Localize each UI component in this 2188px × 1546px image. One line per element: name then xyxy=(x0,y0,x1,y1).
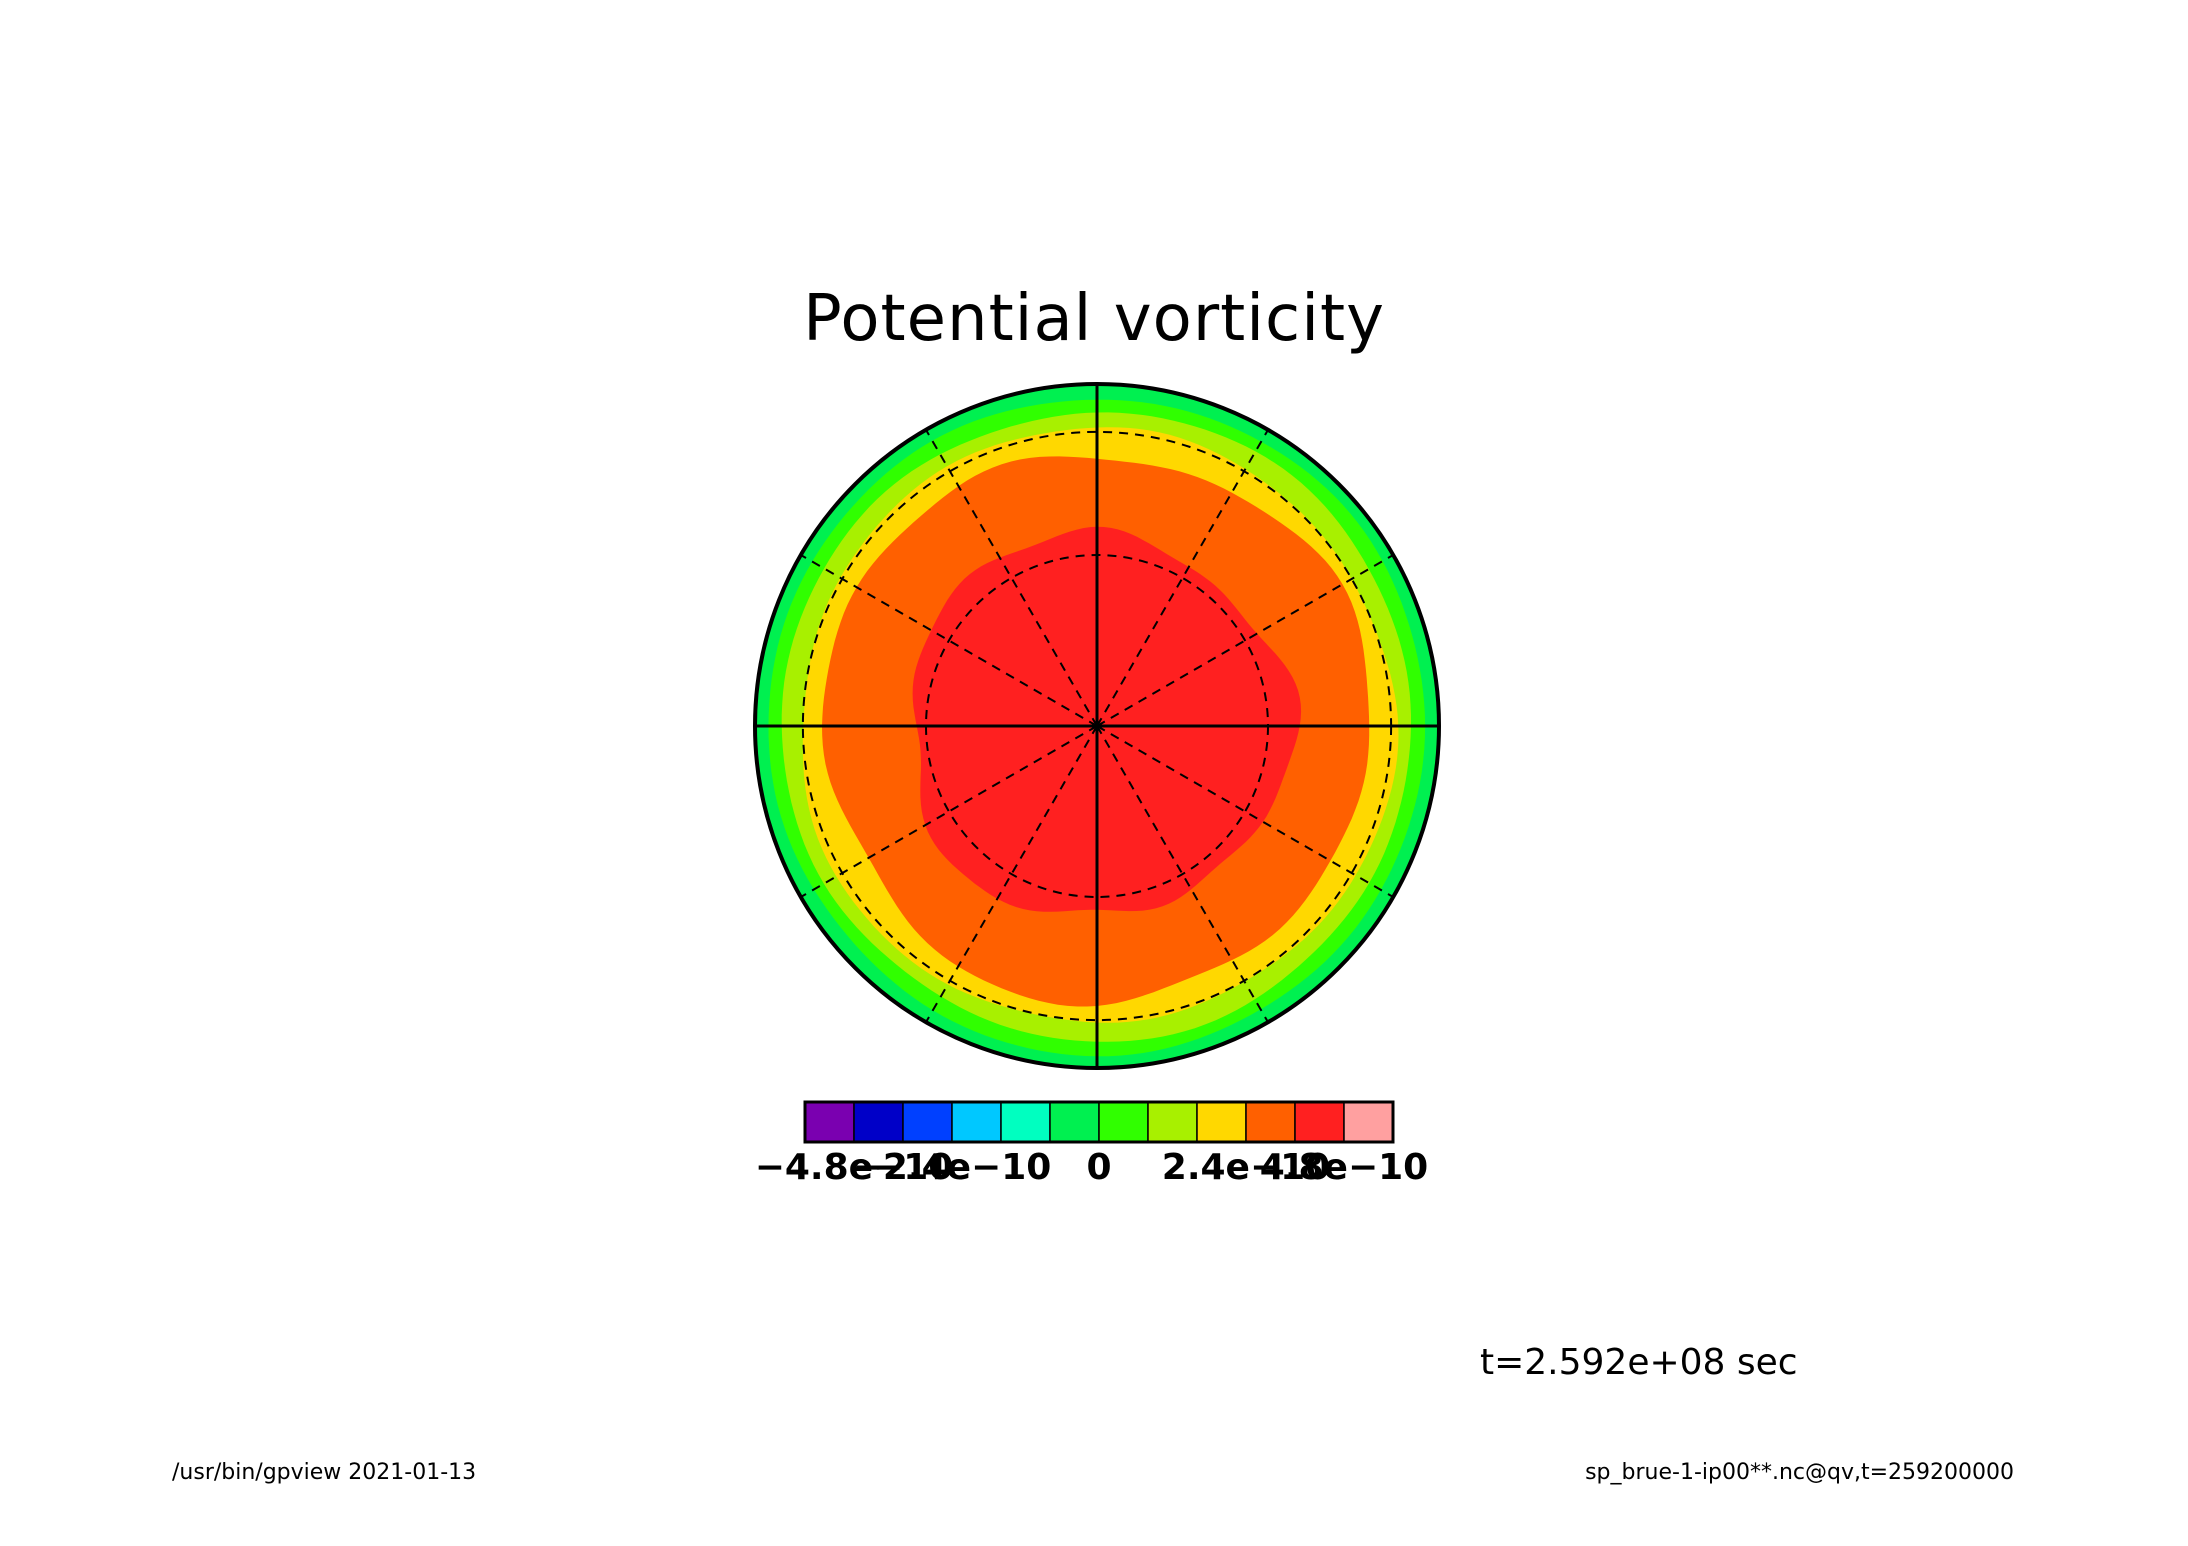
meridian-300 xyxy=(1096,429,1269,727)
colorbar-tick-label: −4.8e−10 xyxy=(754,1147,954,1188)
plot-boundary xyxy=(753,382,1441,1070)
colorbar-swatch-11 xyxy=(1343,1101,1394,1143)
colorbar-frame xyxy=(803,1100,1395,1144)
meridian-60 xyxy=(1096,725,1269,1023)
meridian-240 xyxy=(925,429,1098,727)
colorbar-swatch-5 xyxy=(1049,1101,1100,1143)
meridian-150 xyxy=(800,725,1098,898)
colorbar-swatch-3 xyxy=(951,1101,1002,1143)
colorbar-swatch-0 xyxy=(804,1101,855,1143)
footer-file-info: sp_brue-1-ip00**.nc@qv,t=259200000 xyxy=(1585,1460,2014,1485)
colorbar-tick-label: 2.4e−10 xyxy=(1161,1147,1331,1188)
meridian-120 xyxy=(925,725,1098,1023)
meridian-210 xyxy=(800,554,1098,727)
time-label: t=2.592e+08 sec xyxy=(1480,1342,1798,1383)
footer-command-date: /usr/bin/gpview 2021-01-13 xyxy=(172,1460,477,1485)
colorbar-swatch-8 xyxy=(1196,1101,1247,1143)
colorbar-swatch-10 xyxy=(1294,1101,1345,1143)
contour-band-0 xyxy=(912,526,1302,912)
colorbar-swatch-9 xyxy=(1245,1101,1296,1143)
colorbar-tick-label: 4.8e−10 xyxy=(1259,1147,1429,1188)
colorbar-tick-label: 0 xyxy=(1086,1147,1112,1188)
colorbar-swatch-7 xyxy=(1147,1101,1198,1143)
colorbar-swatch-4 xyxy=(1000,1101,1051,1143)
colorbar-swatch-6 xyxy=(1098,1101,1149,1143)
colorbar-swatch-1 xyxy=(853,1101,904,1143)
colorbar-swatch-2 xyxy=(902,1101,953,1143)
colorbar-tick-label: −2.4e−10 xyxy=(852,1147,1052,1188)
meridian-30 xyxy=(1096,725,1394,898)
meridian-330 xyxy=(1096,554,1394,727)
chart-title: Potential vorticity xyxy=(803,282,1385,356)
